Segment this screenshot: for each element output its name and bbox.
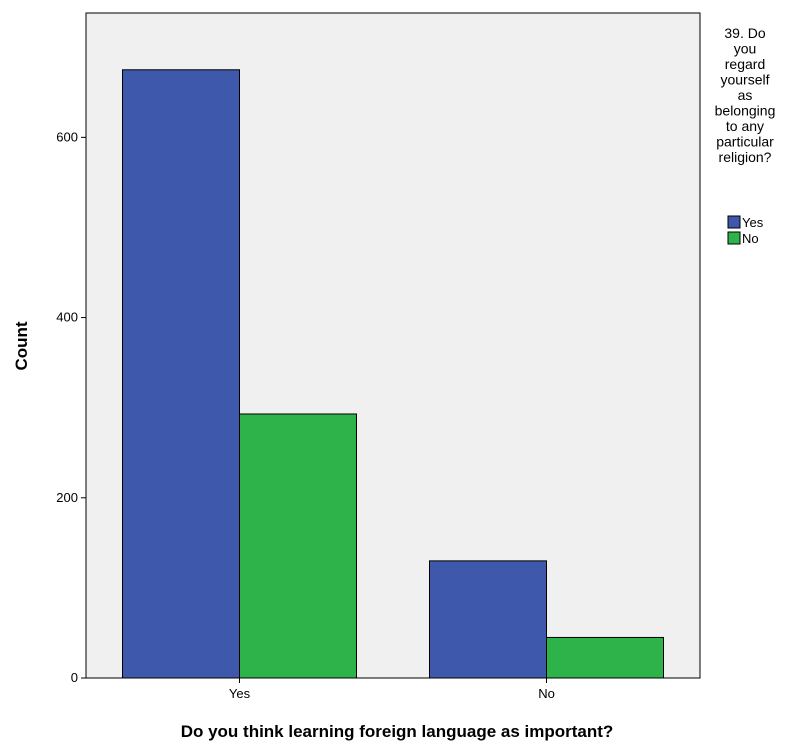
- legend-title-line: you: [734, 41, 757, 57]
- y-axis-title: Count: [12, 321, 31, 370]
- legend-title-line: to any: [726, 118, 764, 134]
- x-tick-label: Yes: [229, 686, 251, 701]
- legend-label-no: No: [742, 231, 759, 246]
- y-axis: 0 200 400 600: [56, 129, 86, 685]
- x-tick-label: No: [538, 686, 555, 701]
- legend-swatch-no: [727, 231, 741, 245]
- bar-no-no: [546, 636, 664, 679]
- y-tick-label: 200: [56, 490, 78, 505]
- y-tick-label: 400: [56, 310, 78, 325]
- bar-yes-no: [239, 413, 357, 679]
- x-axis-title: Do you think learning foreign language a…: [181, 722, 614, 741]
- y-tick-label: 600: [56, 129, 78, 144]
- y-tick-label: 0: [71, 670, 78, 685]
- legend-title-line: regard: [725, 56, 765, 72]
- x-axis: Yes No: [229, 678, 555, 701]
- legend-label-yes: Yes: [742, 215, 764, 230]
- bar-yes-yes: [122, 69, 240, 679]
- legend-title-line: yourself: [720, 72, 769, 88]
- bars-group: [122, 69, 664, 679]
- legend-title-line: particular: [716, 134, 774, 150]
- legend-title-line: religion?: [719, 149, 772, 165]
- legend-swatch-yes: [727, 215, 741, 229]
- legend-title-line: 39. Do: [724, 25, 765, 41]
- legend-title-line: belonging: [715, 103, 776, 119]
- bar-no-yes: [429, 560, 547, 679]
- legend-title-line: as: [738, 87, 753, 103]
